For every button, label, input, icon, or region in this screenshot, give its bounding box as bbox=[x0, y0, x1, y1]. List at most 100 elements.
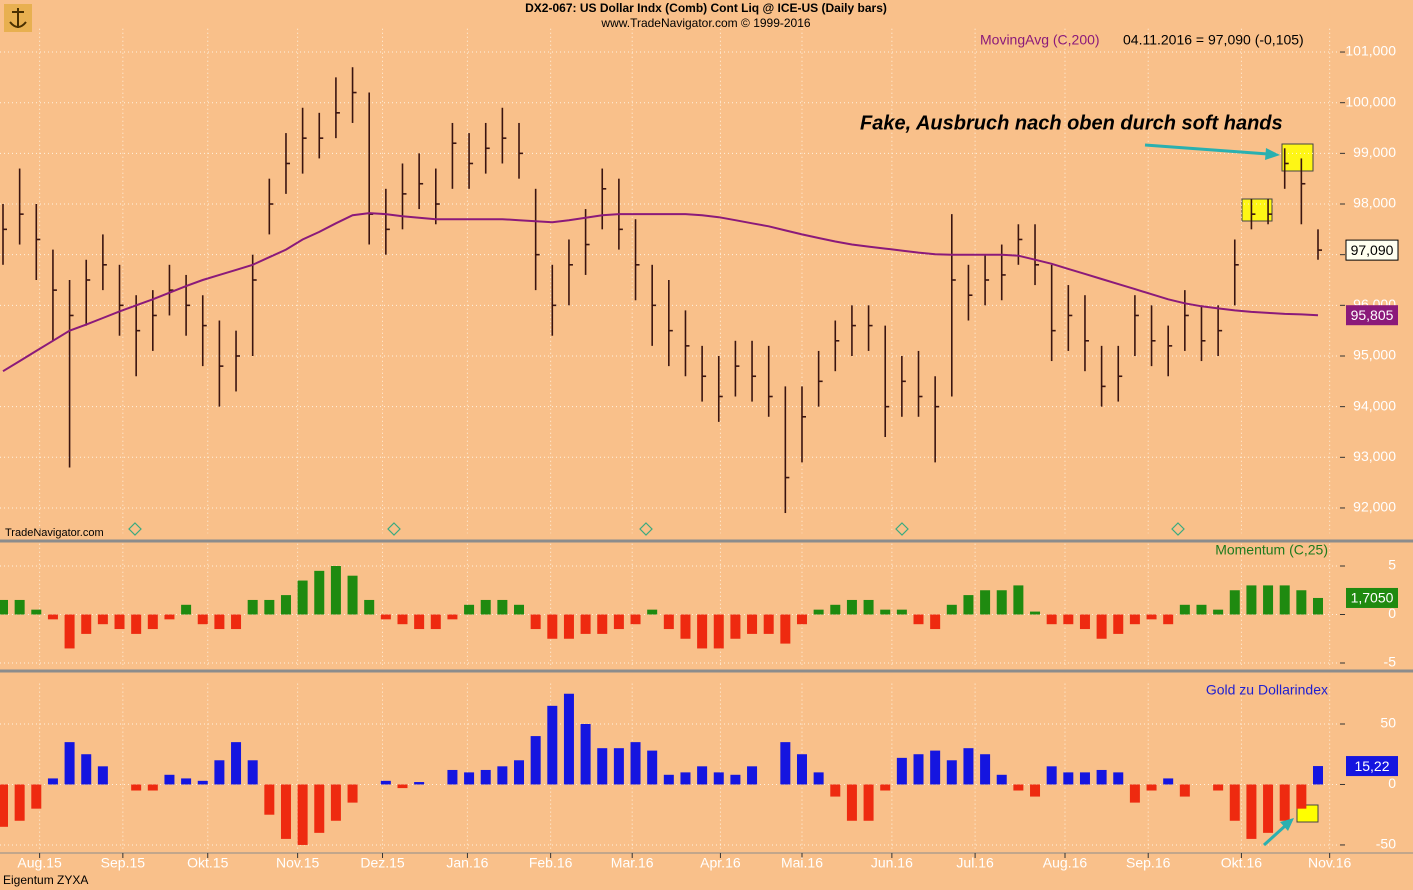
histogram-bar bbox=[730, 614, 741, 639]
histogram-bar bbox=[1213, 609, 1224, 615]
x-tick-label: Aug.15 bbox=[17, 855, 62, 871]
last-value-box bbox=[1346, 305, 1398, 326]
histogram-bar bbox=[14, 599, 25, 615]
markers bbox=[128, 522, 1185, 536]
histogram-bar bbox=[530, 736, 541, 785]
arrow-head bbox=[1265, 148, 1280, 160]
annotation: Fake, Ausbruch nach oben durch soft hand… bbox=[860, 112, 1283, 134]
histogram-bar bbox=[563, 614, 574, 639]
histogram-bar bbox=[464, 772, 475, 785]
histogram-bar bbox=[1129, 614, 1140, 625]
histogram-bar bbox=[713, 614, 724, 649]
histogram-bar bbox=[1279, 585, 1290, 615]
plot: 92,00093,00094,00095,00096,00097,00098,0… bbox=[0, 28, 1399, 871]
histogram-bar bbox=[297, 580, 308, 615]
histogram-bar bbox=[1079, 614, 1090, 630]
histogram-bar bbox=[280, 595, 291, 615]
histogram-bar bbox=[830, 604, 841, 615]
histogram-bar bbox=[946, 760, 957, 785]
histogram-bar bbox=[796, 614, 807, 625]
histogram-bar bbox=[830, 784, 841, 797]
histogram-bar bbox=[547, 705, 558, 785]
histogram-bar bbox=[81, 754, 92, 785]
histogram-bar bbox=[380, 614, 391, 620]
histogram-bar bbox=[1229, 784, 1240, 821]
histogram-bar bbox=[264, 599, 275, 615]
histogram-bar bbox=[497, 599, 508, 615]
histogram-bar bbox=[630, 742, 641, 785]
histogram-bar bbox=[896, 757, 907, 785]
arrows bbox=[1144, 143, 1294, 847]
histogram-bar bbox=[280, 784, 291, 839]
histogram-bar bbox=[763, 614, 774, 634]
histogram-bar bbox=[580, 614, 591, 634]
histogram-bar bbox=[330, 784, 341, 821]
panel-title: Momentum (C,25) bbox=[1215, 541, 1328, 557]
histogram-bar bbox=[680, 772, 691, 785]
histogram-bar bbox=[464, 604, 475, 615]
histogram-bar bbox=[397, 784, 408, 789]
histogram-bar bbox=[131, 614, 142, 634]
histogram-bar bbox=[347, 575, 358, 615]
y-tick-label: 99,000 bbox=[1353, 144, 1396, 160]
histogram-bar bbox=[530, 614, 541, 630]
histogram-bar bbox=[813, 609, 824, 615]
histogram-bar bbox=[1030, 784, 1041, 797]
x-tick-label: Mai.16 bbox=[781, 855, 823, 871]
x-tick-label: Okt.16 bbox=[1221, 855, 1262, 871]
chart-title: DX2-067: US Dollar Indx (Comb) Cont Liq … bbox=[525, 1, 887, 15]
histogram-bar bbox=[414, 614, 425, 630]
histogram-bar bbox=[630, 614, 641, 625]
histogram-bar bbox=[447, 614, 458, 620]
histogram-bar bbox=[231, 614, 242, 630]
y-tick-label: 0 bbox=[1388, 775, 1396, 791]
histogram-bar bbox=[147, 614, 158, 630]
histogram-bar bbox=[663, 774, 674, 785]
histogram-bar bbox=[380, 780, 391, 785]
x-tick-label: Sep.15 bbox=[101, 855, 146, 871]
histogram-bar bbox=[846, 784, 857, 821]
histogram-bar bbox=[597, 614, 608, 634]
histogram-bar bbox=[1129, 784, 1140, 803]
histogram-bar bbox=[1263, 585, 1274, 615]
histogram-bar bbox=[597, 748, 608, 785]
last-value-box bbox=[1346, 756, 1398, 777]
histogram-bar bbox=[97, 614, 108, 625]
histogram-bar bbox=[930, 614, 941, 630]
x-tick-label: Dez.15 bbox=[360, 855, 405, 871]
histogram-bar bbox=[0, 784, 8, 827]
axis-area bbox=[1340, 0, 1413, 890]
marker bbox=[128, 522, 142, 536]
y-tick-label: 5 bbox=[1388, 557, 1396, 573]
histogram-bar bbox=[147, 784, 158, 791]
histogram-bar bbox=[1113, 772, 1124, 785]
histogram-bar bbox=[1096, 614, 1107, 639]
histogram-bar bbox=[780, 614, 791, 644]
histogram-bar bbox=[680, 614, 691, 639]
histogram-bar bbox=[1063, 614, 1074, 625]
x-tick-label: Aug.16 bbox=[1043, 855, 1088, 871]
histogram-bar bbox=[514, 604, 525, 615]
chart-subtitle: www.TradeNavigator.com © 1999-2016 bbox=[600, 16, 810, 30]
last-value-label: 15,22 bbox=[1354, 758, 1389, 774]
histogram-bar bbox=[47, 614, 58, 620]
logo bbox=[4, 4, 32, 32]
x-tick-label: Apr.16 bbox=[700, 855, 741, 871]
histogram-bar bbox=[980, 590, 991, 615]
histogram-bar bbox=[0, 599, 8, 615]
x-tick-label: Feb.16 bbox=[529, 855, 573, 871]
x-tick-label: Mar.16 bbox=[611, 855, 654, 871]
histogram-bar bbox=[31, 784, 42, 809]
marker bbox=[1171, 522, 1185, 536]
histogram-bar bbox=[663, 614, 674, 630]
histogram-bar bbox=[164, 614, 175, 620]
histogram-bar bbox=[747, 766, 758, 785]
y-tick-label: 92,000 bbox=[1353, 499, 1396, 515]
histogram-bar bbox=[1146, 784, 1157, 791]
histogram-bar bbox=[647, 609, 658, 615]
legend-entry: MovingAvg (C,200) bbox=[980, 32, 1100, 48]
histogram-bar bbox=[231, 742, 242, 785]
histogram-bar bbox=[996, 774, 1007, 785]
histogram-bar bbox=[913, 614, 924, 625]
histogram-bar bbox=[963, 748, 974, 785]
